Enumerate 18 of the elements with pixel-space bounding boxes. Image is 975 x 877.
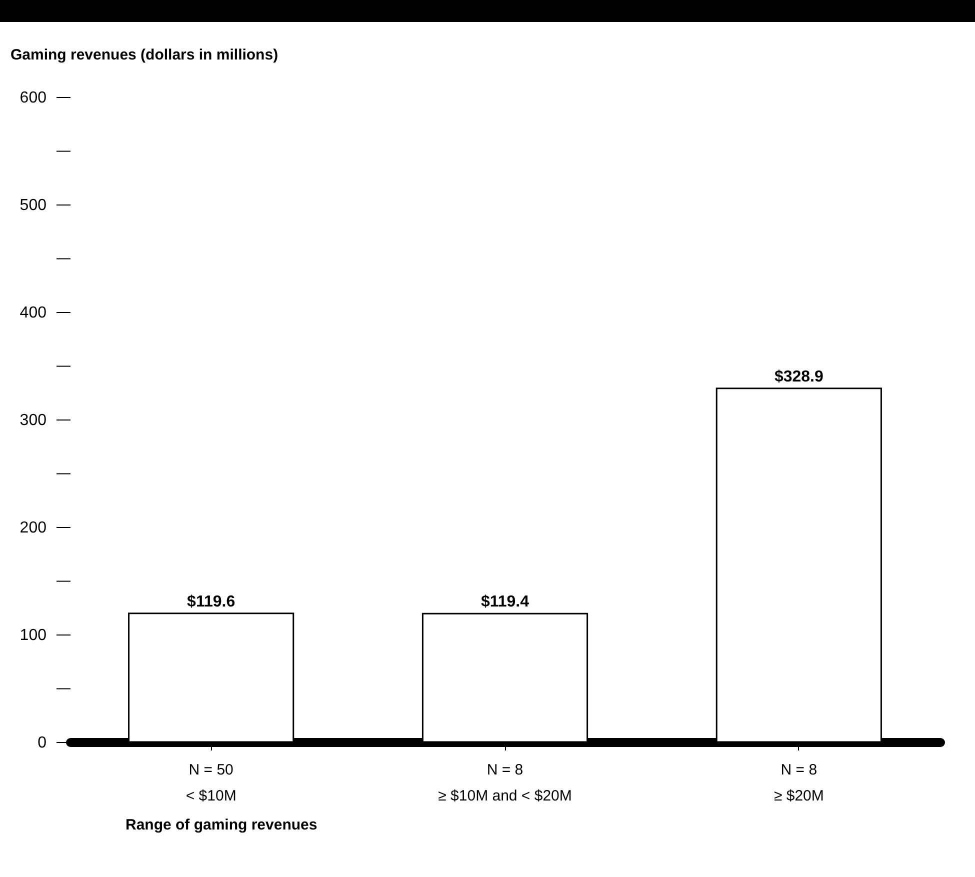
y-tick-label: 100 [20, 627, 47, 644]
y-tick-label: 300 [20, 412, 47, 429]
x-tick-label: ≥ $10M and < $20M [438, 788, 572, 804]
y-tick-label: 500 [20, 197, 47, 214]
y-tick-label: 400 [20, 304, 47, 322]
y-tick-label: 0 [38, 734, 47, 752]
x-tick-label: ≥ $20M [774, 788, 824, 804]
y-axis-title: Gaming revenues (dollars in millions) [10, 46, 278, 64]
data-label: $328.9 [774, 368, 824, 386]
y-tick-label: 200 [20, 520, 47, 536]
y-tick-label: 600 [20, 90, 47, 106]
x-tick-label: < $10M [186, 788, 236, 804]
data-label: $119.4 [480, 594, 530, 611]
x-axis-title: Range of gaming revenues [126, 816, 318, 834]
data-label: $119.6 [187, 593, 236, 610]
text: N = 8 [780, 762, 818, 778]
text: N = 50 [188, 762, 234, 778]
text: N = 8 [486, 762, 524, 778]
